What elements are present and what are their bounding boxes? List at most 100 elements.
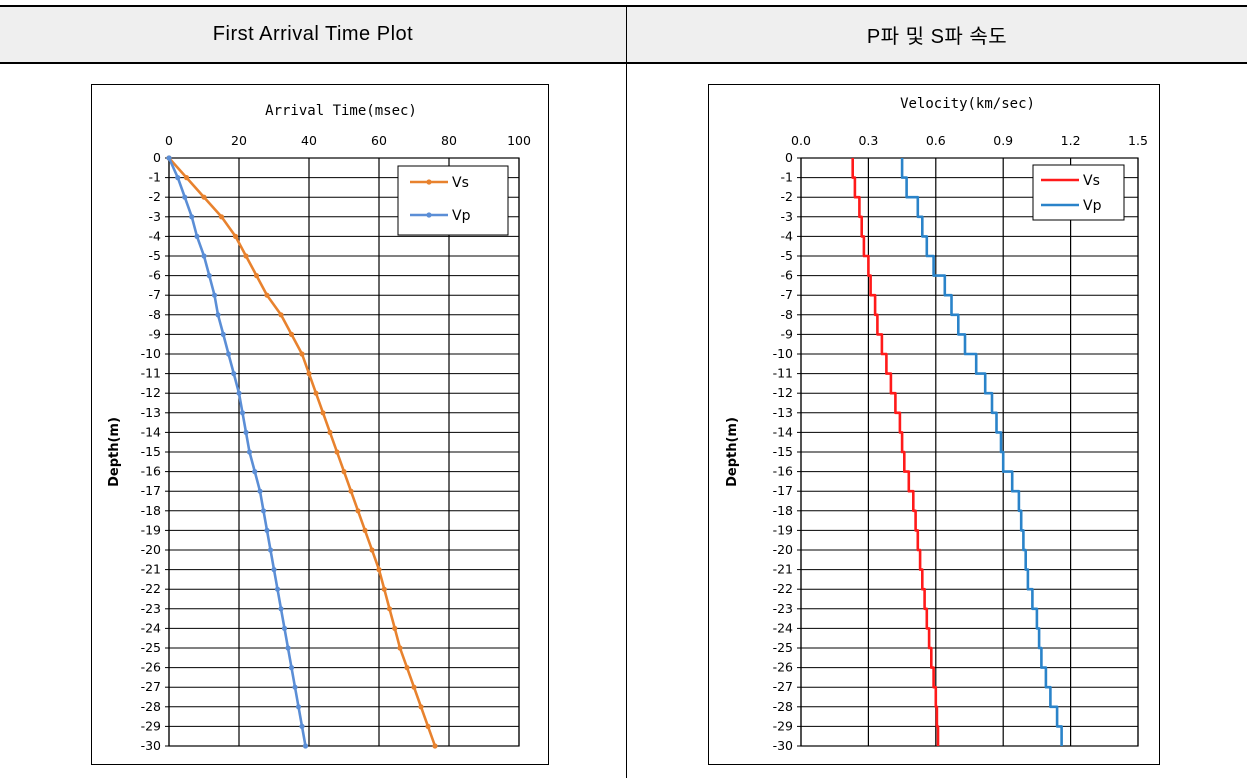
chart1-series-vs-point <box>348 488 354 494</box>
chart1-series-vp-point <box>281 625 288 632</box>
chart1-series-vp-point <box>239 410 246 416</box>
chart2-y-tick-label: -14 <box>773 424 793 439</box>
chart1-series-vs-point <box>313 390 319 396</box>
chart1-y-tick-label: -25 <box>141 640 161 655</box>
arrival-time-chart-frame: Arrival Time(msec) 0 20 40 60 80 100 0 -1 -2 -3 -4 -… <box>91 84 549 765</box>
chart1-series-vs-point <box>397 645 403 651</box>
chart1-y-tick-label: -7 <box>149 287 161 302</box>
chart1-series-vs-point <box>425 723 431 730</box>
right-column-title: P파 및 S파 속도 <box>866 26 1008 48</box>
chart1-series-vs-point <box>432 743 438 749</box>
chart2-y-tick-label: -13 <box>773 405 793 420</box>
chart1-y-tick-label: -3 <box>149 209 161 224</box>
chart1-y-tick-label: -29 <box>141 718 161 733</box>
chart1-series-vp-point <box>252 469 258 475</box>
chart1-series-vp-point <box>189 214 195 220</box>
chart1-y-tick-label: -23 <box>141 601 161 616</box>
chart2-y-axis-label: Depth(m) <box>725 417 740 487</box>
chart2-y-tick-label: -26 <box>773 660 793 675</box>
chart2-legend-label-vp: Vp <box>1083 198 1102 214</box>
chart2-y-tick-label: -22 <box>773 581 793 596</box>
chart1-y-axis-label: Depth(m) <box>107 417 122 487</box>
chart1-series-vs-point <box>327 429 333 435</box>
chart2-y-tick-label: -27 <box>773 679 793 694</box>
chart2-y-tick-label: -28 <box>773 699 793 714</box>
chart2-y-tick-label: -30 <box>773 738 793 753</box>
chart1-x-tick-label: 0 <box>165 133 173 148</box>
chart2-y-tick-label: -17 <box>773 483 793 498</box>
chart2-y-tick-label: -4 <box>781 228 794 243</box>
chart2-y-tick-label: -2 <box>781 189 793 204</box>
chart1-series-vs-point <box>362 527 368 533</box>
chart1-series-vs-point <box>288 331 295 337</box>
chart2-y-tick-label: -1 <box>781 170 793 185</box>
chart1-title: Arrival Time(msec) <box>265 103 417 119</box>
chart2-y-tick-label: -20 <box>773 542 793 557</box>
chart1-series-vs-point <box>306 371 312 377</box>
chart2-x-tick-label: 0.6 <box>926 133 946 148</box>
chart2-plot-frame <box>800 157 1139 747</box>
chart2-legend-box <box>1032 164 1125 221</box>
chart1-y-tick-label: -8 <box>149 307 162 322</box>
chart2-y-tick-label: -6 <box>781 268 794 283</box>
chart1-series-vp-point <box>194 233 200 239</box>
chart1-y-tick-label: -18 <box>141 503 161 518</box>
chart2-y-tick-label: -18 <box>773 503 793 518</box>
chart1-y-tick-label: -27 <box>141 679 161 694</box>
chart1-x-tick-label: 100 <box>507 133 531 148</box>
chart1-series-vs-point <box>386 606 393 612</box>
chart1-series-vp-point <box>271 567 277 573</box>
chart1-series-vp-point <box>225 351 232 357</box>
chart1-y-tick-label: -2 <box>149 189 161 204</box>
chart1-series-vp-point <box>267 547 274 553</box>
left-column-title: First Arrival Time Plot <box>0 7 627 62</box>
chart1-series-vs-point <box>299 351 305 357</box>
chart1-y-tick-label: -26 <box>141 660 161 675</box>
chart1-y-tick-label: -15 <box>141 444 161 459</box>
chart1-series-vp-point <box>260 508 267 514</box>
chart2-y-tick-label: -23 <box>773 601 793 616</box>
chart1-series-vs-point <box>369 547 375 553</box>
chart2-y-tick-label: -9 <box>781 326 794 341</box>
chart1-series-vp-point <box>246 449 253 455</box>
chart1-series-vp-point <box>231 371 237 377</box>
chart1-y-tick-label: -20 <box>141 542 161 557</box>
chart1-series-vp-point <box>264 527 270 533</box>
chart1-y-tick-label: -9 <box>149 326 162 341</box>
chart1-series-vp-point <box>257 488 263 494</box>
chart2-y-tick-label: 0 <box>785 150 793 165</box>
chart1-y-tick-label: -11 <box>141 366 161 381</box>
chart1-plot-frame <box>168 157 520 747</box>
chart1-y-tick-label: -16 <box>141 464 161 479</box>
chart1-y-tick-label: -5 <box>149 248 161 263</box>
chart2-y-tick-label: -21 <box>773 562 793 577</box>
arrival-time-chart: Arrival Time(msec) 0 20 40 60 80 100 0 -1 -2 -3 -4 -… <box>107 103 531 753</box>
chart1-y-tick-label: -21 <box>141 562 161 577</box>
chart1-series-vs-point <box>334 449 340 455</box>
chart1-x-tick-label: 60 <box>371 133 387 148</box>
chart1-series-vs-point <box>341 469 347 475</box>
chart1-series-vs-point <box>411 684 417 690</box>
chart1-y-tick-label: -19 <box>141 522 161 537</box>
chart1-legend-label-vp: Vp <box>452 208 471 224</box>
chart1-series-vs-point <box>253 273 260 279</box>
chart2-y-tick-label: -24 <box>773 620 793 635</box>
chart1-series-vs-point <box>218 214 225 220</box>
chart1-legend-label-vs: Vs <box>452 175 469 191</box>
chart2-x-tick-label: 1.5 <box>1128 133 1148 148</box>
velocity-chart: Velocity(km/sec) 0.0 0.3 0.6 0.9 1.2 1.5 0 -1 -2 -… <box>725 96 1148 753</box>
chart1-series-vs-point <box>264 292 270 298</box>
chart1-series-vp-point <box>166 155 172 161</box>
chart1-y-tick-label: -13 <box>141 405 161 420</box>
chart1-series-vp-point <box>220 331 226 337</box>
chart1-series-vp-point <box>236 390 242 396</box>
chart1-series-vs-point <box>232 233 239 239</box>
chart1-series-vs-point <box>355 508 361 514</box>
chart1-series-vs-point <box>201 194 207 200</box>
chart1-series-vp-point <box>288 665 295 671</box>
chart1-series-vp-point <box>292 684 298 690</box>
chart1-legend-marker-vs <box>426 179 432 185</box>
chart1-series-vp-point <box>285 645 291 651</box>
chart2-y-tick-label: -11 <box>773 366 793 381</box>
chart2-x-tick-label: 0.3 <box>858 133 878 148</box>
